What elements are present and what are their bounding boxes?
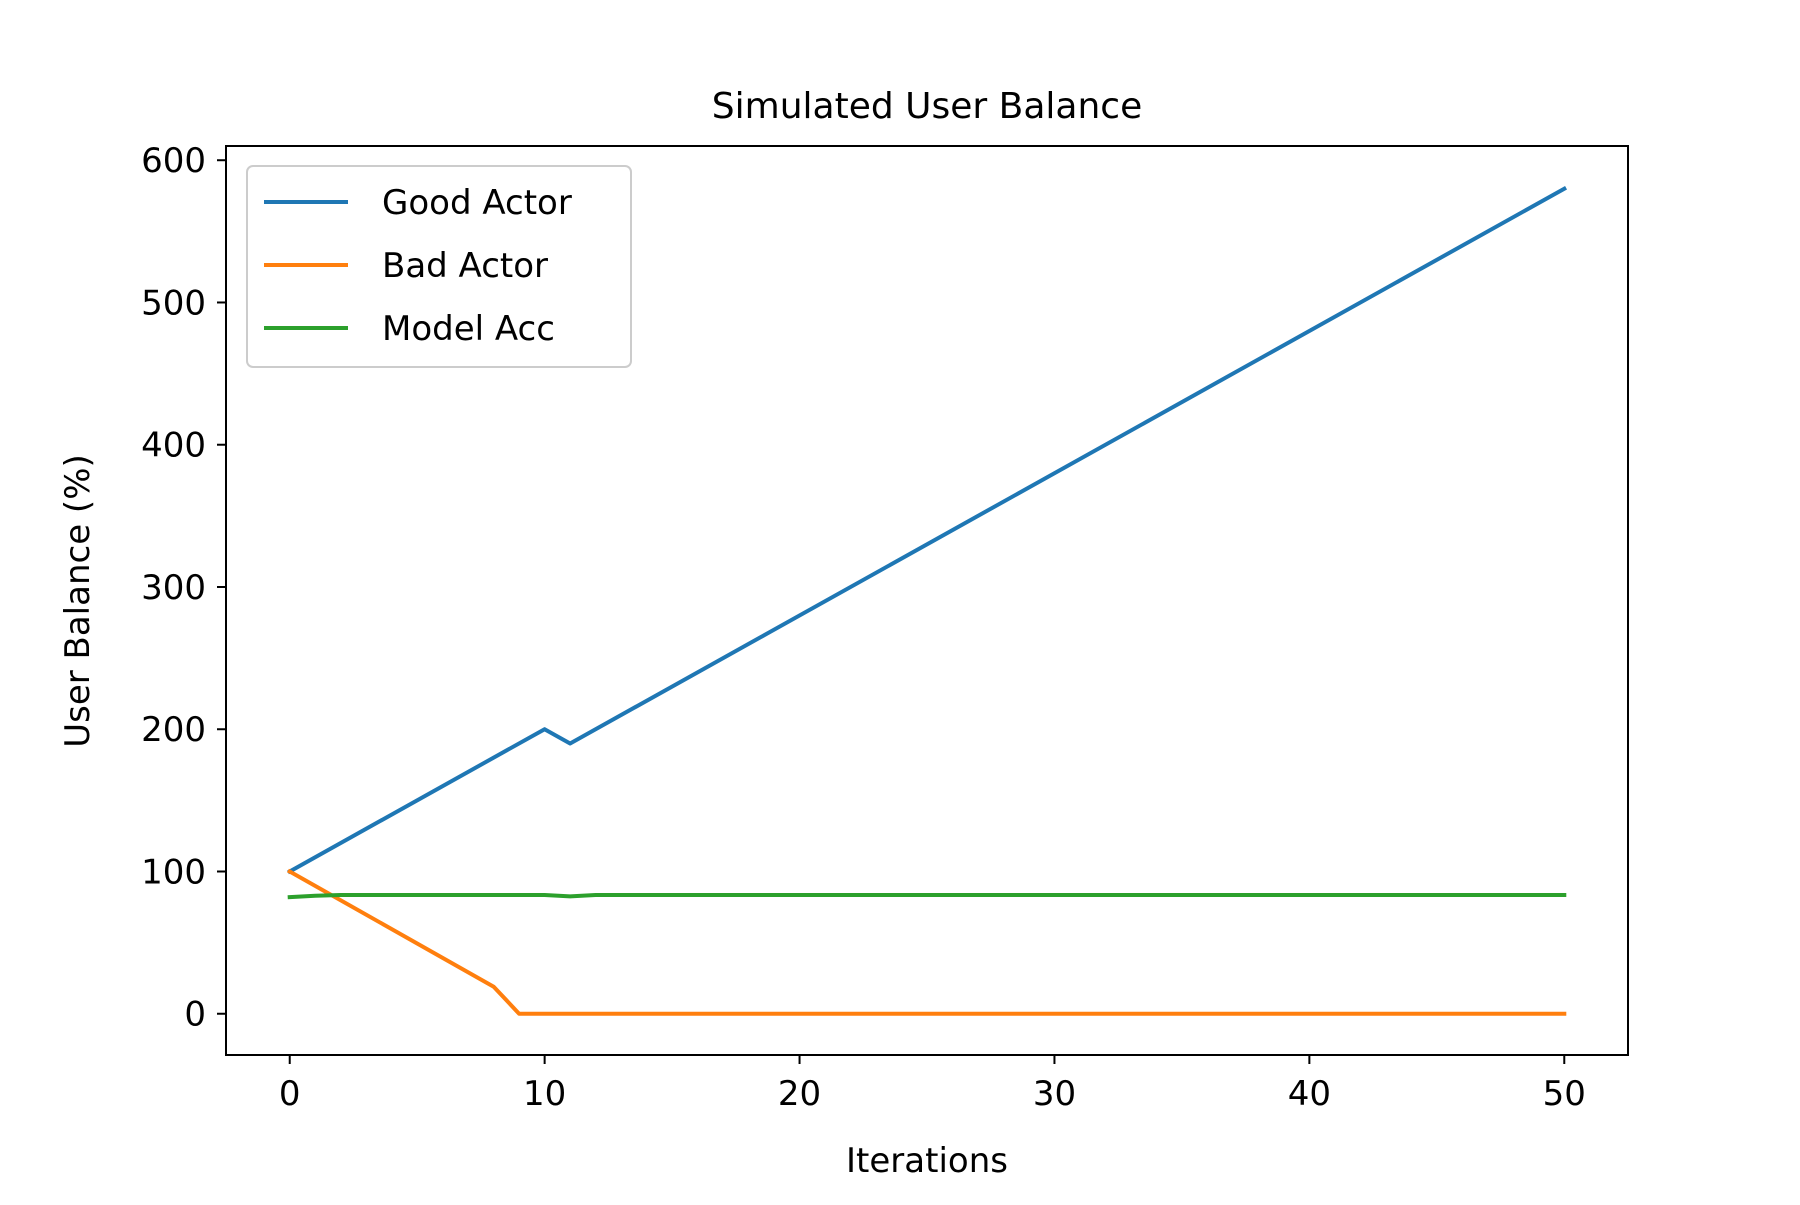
chart-title: Simulated User Balance xyxy=(712,86,1142,127)
y-tick-label: 600 xyxy=(141,141,206,181)
legend-item: Model Acc xyxy=(264,309,555,349)
legend-label: Model Acc xyxy=(382,309,555,349)
x-tick-label: 50 xyxy=(1543,1074,1586,1114)
series-layer xyxy=(286,185,1568,1016)
x-tick-label: 30 xyxy=(1033,1074,1076,1114)
x-axis-label: Iterations xyxy=(846,1141,1008,1181)
y-axis-label: User Balance (%) xyxy=(58,454,98,748)
legend-box xyxy=(246,165,632,368)
y-tick-label: 100 xyxy=(141,852,206,892)
series-good-actor xyxy=(286,185,1568,875)
y-tick-label: 0 xyxy=(184,995,206,1035)
legend-label: Bad Actor xyxy=(382,246,548,286)
x-axis-ticks: 0 10 20 30 40 50 xyxy=(279,1055,1586,1114)
x-tick-label: 20 xyxy=(778,1074,821,1114)
y-tick-label: 300 xyxy=(141,568,206,608)
legend-item: Good Actor xyxy=(264,183,572,223)
series-line xyxy=(286,185,1568,875)
y-tick-label: 500 xyxy=(141,283,206,323)
plot-area-frame xyxy=(225,145,1629,1056)
x-tick-label: 0 xyxy=(279,1074,301,1114)
x-tick-label: 10 xyxy=(523,1074,566,1114)
legend: Good Actor Bad Actor Model Acc xyxy=(246,165,632,368)
series-model-acc xyxy=(287,893,1567,900)
x-tick-label: 40 xyxy=(1288,1074,1331,1114)
legend-item: Bad Actor xyxy=(264,246,548,286)
y-axis-ticks: 0 100 200 300 400 500 600 xyxy=(141,141,226,1035)
series-bad-actor xyxy=(286,868,1567,1016)
series-line xyxy=(287,893,1567,900)
y-tick-label: 200 xyxy=(141,710,206,750)
series-line xyxy=(286,868,1567,1016)
legend-label: Good Actor xyxy=(382,183,572,223)
y-tick-label: 400 xyxy=(141,426,206,466)
